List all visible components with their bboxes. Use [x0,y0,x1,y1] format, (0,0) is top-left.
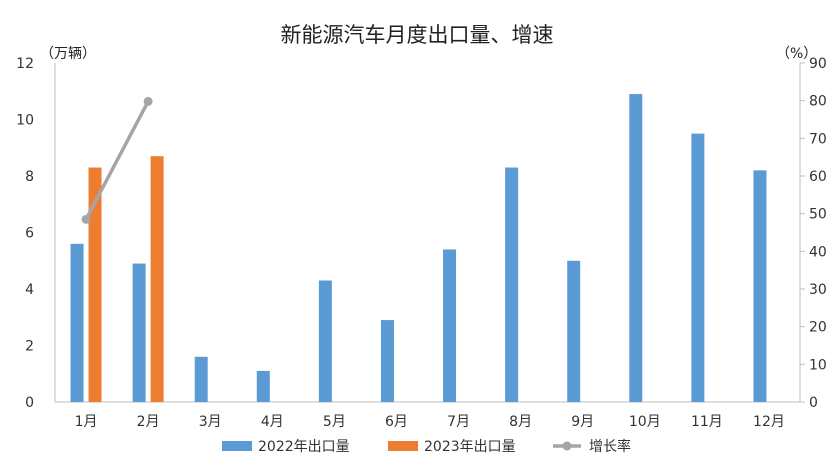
bar [629,94,643,402]
legend-label: 2023年出口量 [424,439,516,455]
right-axis-unit: （%） [776,46,817,62]
left-tick-label: 8 [25,169,34,185]
x-tick-label: 6月 [385,414,408,430]
growth-line-path [84,100,150,221]
bar [132,263,146,402]
right-tick-label: 70 [809,131,827,147]
bars [70,94,767,402]
right-tick-label: 50 [809,207,827,223]
left-tick-label: 2 [25,339,34,355]
x-tick-label: 12月 [753,414,785,430]
x-tick-label: 1月 [75,414,98,430]
x-tick-label: 3月 [199,414,222,430]
bar [70,243,84,402]
legend-swatch [222,441,252,451]
bar [256,370,270,402]
bar [505,167,519,402]
x-tick-label: 11月 [691,414,723,430]
right-tick-label: 90 [809,56,827,72]
legend-label: 2022年出口量 [258,439,350,455]
left-tick-label: 4 [25,282,34,298]
chart-title: 新能源汽车月度出口量、增速 [281,23,554,47]
bar [150,156,164,402]
right-tick-label: 40 [809,244,827,260]
legend-label: 增长率 [589,438,631,455]
right-tick-label: 80 [809,94,827,110]
growth-point [81,214,91,224]
right-tick-label: 30 [809,282,827,298]
x-tick-label: 2月 [137,414,160,430]
legend-marker [562,441,572,451]
bar [194,356,208,402]
right-tick-label: 20 [809,320,827,336]
right-tick-label: 0 [809,395,818,411]
axes: 0 2 4 6 8 10 12 0 10 20 30 40 50 60 70 80 90 1月 2月 3月 4月 5月 6月… [16,56,827,430]
right-tick-label: 60 [809,169,827,185]
bar [691,133,705,402]
bar [443,249,457,402]
bar [318,280,332,402]
x-tick-label: 10月 [629,414,661,430]
bar [88,167,102,402]
left-tick-label: 10 [16,113,34,129]
left-axis-unit: （万辆） [40,46,96,62]
bar [380,320,394,402]
x-tick-label: 9月 [571,414,594,430]
right-tick-label: 10 [809,357,827,373]
left-tick-label: 0 [25,395,34,411]
left-tick-label: 6 [25,226,34,242]
bar [567,260,581,402]
x-tick-label: 5月 [323,414,346,430]
x-tick-label: 7月 [447,414,470,430]
legend: 2022年出口量 2023年出口量 增长率 [222,438,631,455]
legend-swatch [388,441,418,451]
x-tick-label: 4月 [261,414,284,430]
growth-line [81,96,153,224]
left-tick-label: 12 [16,56,34,72]
growth-point [143,96,153,106]
bar [753,170,767,402]
x-tick-label: 8月 [509,414,532,430]
